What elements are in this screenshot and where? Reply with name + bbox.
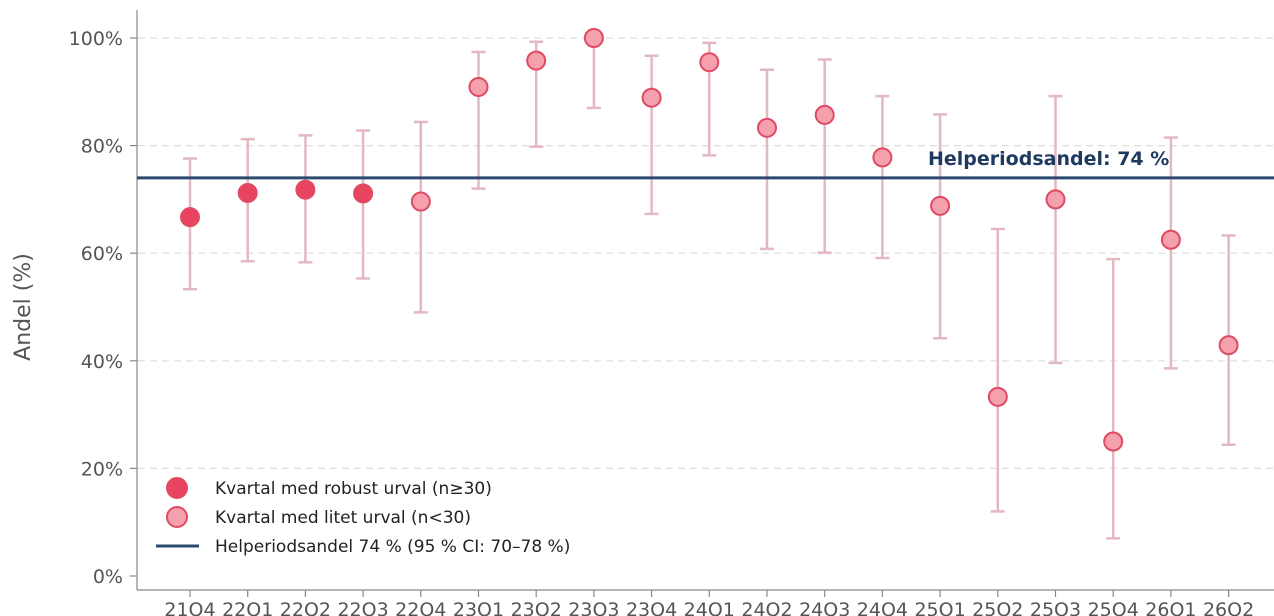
y-tick-label: 80% — [81, 136, 123, 158]
x-tick-label: 26Q2 — [1203, 599, 1254, 616]
x-tick-label: 22Q4 — [395, 599, 446, 616]
data-point-small — [1218, 335, 1239, 356]
x-tick-label: 25Q2 — [972, 599, 1023, 616]
x-tick-label: 25Q1 — [914, 599, 965, 616]
x-tick-label: 26Q1 — [1145, 599, 1196, 616]
y-tick-label: 20% — [81, 458, 123, 480]
x-tick-label: 24Q4 — [857, 599, 908, 616]
data-point-small — [987, 386, 1008, 407]
data-point-small — [872, 147, 893, 168]
grid — [138, 37, 1274, 469]
y-tick-label: 60% — [81, 243, 123, 265]
legend-marker-small — [166, 506, 188, 528]
x-tick-label: 24Q1 — [684, 599, 735, 616]
legend-marker-robust — [166, 477, 188, 499]
data-point-small — [1103, 431, 1124, 452]
x-tick-label: 22Q2 — [280, 599, 331, 616]
legend-label-robust: Kvartal med robust urval (n≥30) — [215, 479, 492, 499]
data-point-small — [468, 76, 489, 97]
y-tick-label: 0% — [93, 566, 123, 588]
data-point-robust — [237, 182, 258, 203]
y-tick-label: 100% — [69, 28, 123, 50]
x-tick-label: 24Q3 — [799, 599, 850, 616]
legend-label-small: Kvartal med litet urval (n<30) — [215, 508, 471, 528]
data-points — [180, 28, 1239, 452]
x-tick-label: 25Q3 — [1030, 599, 1081, 616]
axes — [136, 10, 1274, 591]
x-tick-label: 24Q2 — [741, 599, 792, 616]
reference-line-group: Helperiodsandel: 74 % — [137, 148, 1274, 180]
x-tick-label: 23Q2 — [511, 599, 562, 616]
x-tick-label: 23Q3 — [568, 599, 619, 616]
data-point-small — [1045, 189, 1066, 210]
data-point-robust — [180, 207, 200, 228]
error-bars — [183, 36, 1236, 540]
x-tick-label: 23Q1 — [453, 599, 504, 616]
data-point-small — [1160, 229, 1181, 250]
y-ticks: 0% 20% 40% 60% 80% 100% — [69, 28, 137, 588]
x-tick-label: 23Q4 — [626, 599, 677, 616]
y-axis-title: Andel (%) — [11, 253, 36, 361]
data-point-small — [583, 28, 604, 48]
legend-label-reference: Helperiodsandel 74 % (95 % CI: 70–78 %) — [215, 537, 570, 557]
y-tick-label: 40% — [81, 351, 123, 373]
data-point-robust — [353, 183, 374, 204]
data-point-small — [410, 191, 431, 212]
data-point-small — [814, 104, 835, 125]
data-point-robust — [295, 179, 316, 200]
x-tick-label: 22Q3 — [337, 599, 388, 616]
x-tick-label: 22Q1 — [222, 599, 273, 616]
x-ticks: 21Q4 22Q1 22Q2 22Q3 22Q4 23Q1 23Q2 23Q3 23Q4 24Q1… — [164, 590, 1254, 616]
data-point-small — [930, 195, 951, 216]
x-tick-label: 25Q4 — [1088, 599, 1139, 616]
data-point-small — [526, 50, 547, 71]
legend: Kvartal med robust urval (n≥30) Kvartal … — [156, 477, 570, 557]
reference-line-label: Helperiodsandel: 74 % — [928, 148, 1169, 170]
data-point-small — [757, 117, 777, 138]
data-point-small — [641, 87, 662, 108]
data-point-small — [699, 52, 720, 73]
x-tick-label: 21Q4 — [164, 599, 215, 616]
